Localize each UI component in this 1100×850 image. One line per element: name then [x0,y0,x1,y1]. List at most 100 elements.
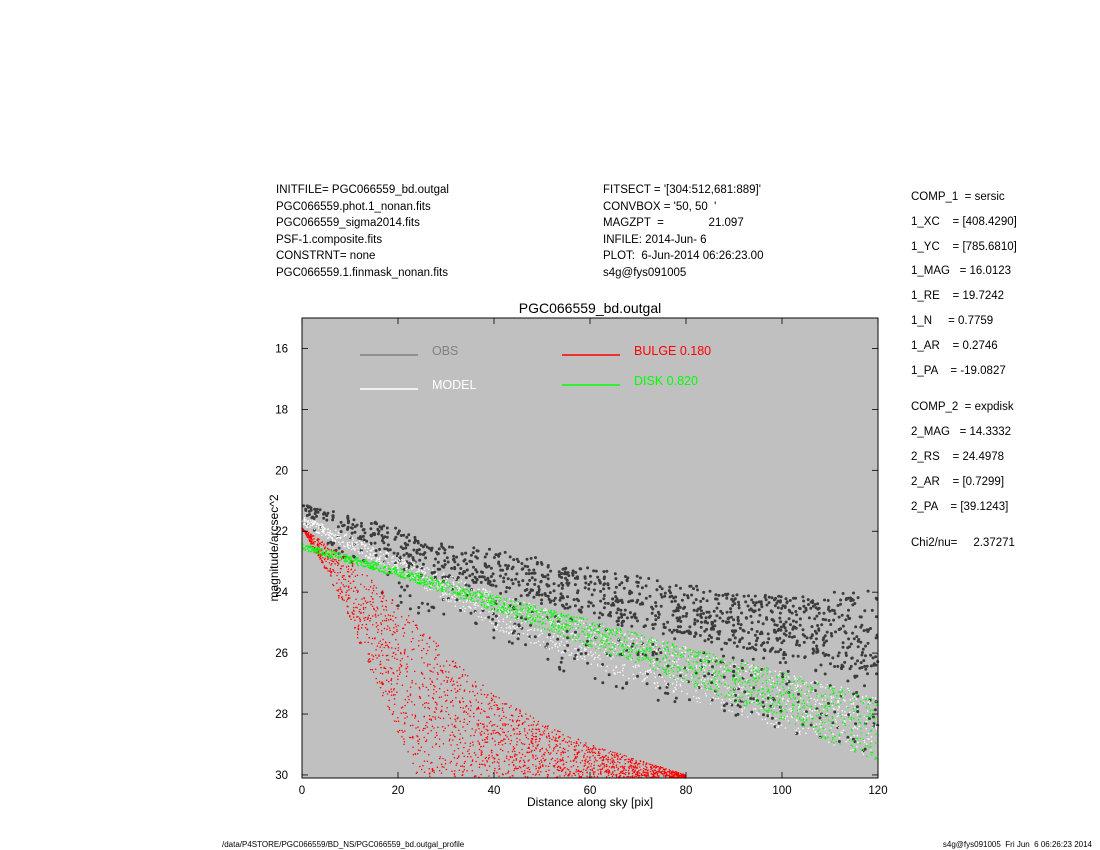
model-point [309,520,312,522]
model-point [397,567,399,569]
obs-point [619,612,623,616]
bulge-point [584,752,586,755]
bulge-point [314,540,316,543]
bulge-point [406,690,408,692]
bulge-point [383,595,385,597]
bulge-point [397,643,399,645]
bulge-point [503,760,506,763]
bulge-point [400,712,402,714]
model-point [709,698,712,701]
model-point [794,684,797,687]
obs-point [814,637,818,641]
obs-point [659,651,663,655]
obs-point [818,716,822,720]
bulge-point [618,772,621,775]
bulge-point [306,536,309,539]
obs-point [778,616,782,620]
obs-point [496,553,500,557]
bulge-point [429,677,431,680]
model-point [695,667,698,669]
model-point [795,686,797,689]
model-point [319,524,322,526]
obs-point [841,624,845,628]
model-point [442,584,444,586]
obs-point [747,631,750,634]
bulge-point [380,633,383,635]
obs-point [864,644,867,648]
model-point [594,631,596,634]
bulge-point [422,647,425,650]
model-point [818,702,821,705]
model-point [814,703,817,706]
model-point [876,726,878,728]
obs-point [731,656,735,660]
obs-point [866,672,869,676]
param-line: 2_RS = 24.4978 [911,450,1005,463]
obs-point [453,565,457,569]
model-point [430,585,432,587]
bulge-point [486,729,489,731]
model-point [423,570,425,573]
bulge-point [516,727,518,730]
bulge-point [648,763,650,765]
model-point [810,697,812,700]
bulge-point [345,600,348,602]
bulge-point [515,720,518,723]
model-point [838,705,840,708]
bulge-point [388,707,391,709]
bulge-point [340,588,342,591]
model-point [824,687,827,689]
model-point [420,572,422,574]
model-point [596,629,598,631]
bulge-point [613,761,616,764]
obs-point [794,626,798,630]
bulge-point [419,697,421,699]
bulge-point [507,738,510,740]
bulge-point [491,749,493,752]
obs-point [791,604,795,608]
obs-point [584,581,588,585]
bulge-point [664,768,666,770]
model-point [769,671,771,673]
obs-point [468,574,472,578]
model-point [581,657,584,660]
bulge-point [573,748,576,751]
obs-point [752,686,756,690]
bulge-point [603,764,606,767]
obs-point [326,511,330,515]
obs-point [766,696,770,700]
bulge-point [511,761,514,764]
bulge-point [454,718,456,720]
obs-point [474,568,478,572]
bulge-point [364,616,367,619]
obs-point [851,631,855,635]
obs-point [395,554,399,558]
bulge-point [569,760,572,762]
bulge-point [498,697,500,699]
model-point [599,624,602,627]
bulge-point [515,707,518,710]
model-point [347,544,349,546]
bulge-point [610,773,613,775]
bulge-point [402,627,405,629]
obs-point [715,597,719,601]
bulge-point [548,744,550,746]
bulge-point [384,615,387,617]
bulge-point [450,760,453,763]
model-point [303,519,305,521]
model-point [367,547,369,549]
bulge-point [359,618,361,621]
bulge-point [410,736,412,739]
obs-point [552,582,556,586]
obs-point [811,651,815,655]
model-point [360,544,363,546]
bulge-point [617,754,619,756]
bulge-point [451,731,454,733]
bulge-point [416,752,419,755]
model-point [550,639,552,642]
obs-point [832,618,836,622]
model-point [528,637,530,640]
bulge-point [433,640,435,643]
bulge-point [581,774,584,776]
